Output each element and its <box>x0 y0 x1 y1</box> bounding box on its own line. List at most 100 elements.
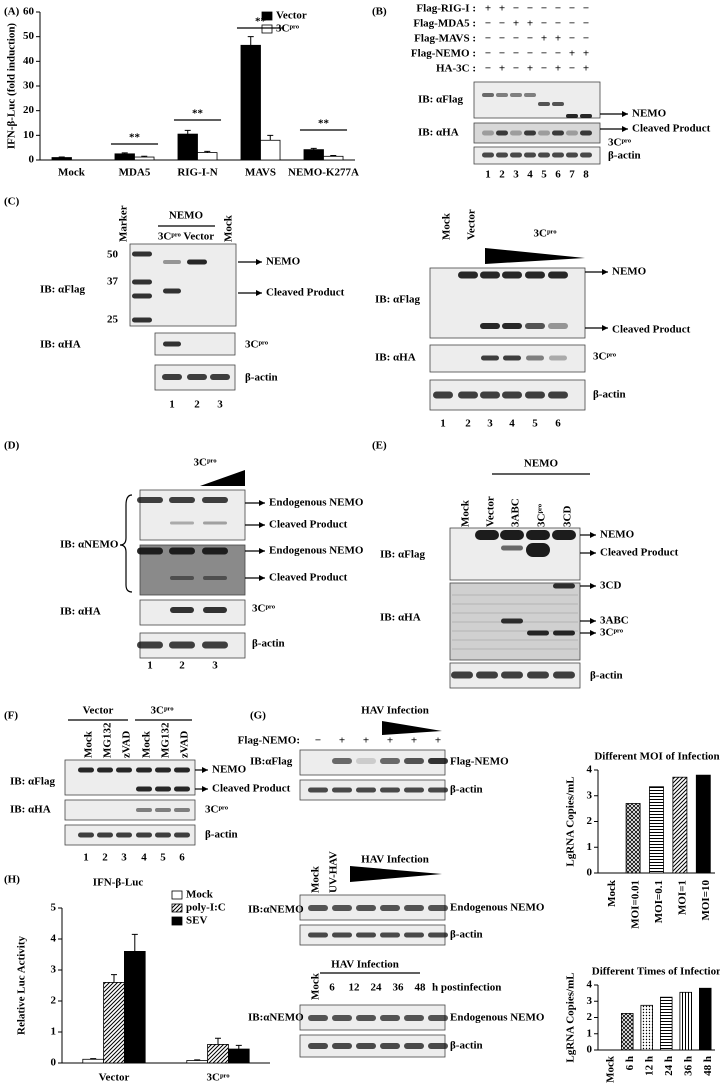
band <box>404 1043 424 1049</box>
panel-label: (B) <box>372 6 387 18</box>
x-tick-label: MOI=10 <box>700 880 712 921</box>
label: + <box>435 735 441 747</box>
label: 3 <box>487 418 493 430</box>
label: NEMO <box>632 108 667 120</box>
band <box>524 130 536 136</box>
label: − <box>583 33 589 45</box>
label: Cleaved Product <box>212 783 291 795</box>
bar <box>51 157 72 161</box>
band <box>202 641 228 649</box>
label: 3ABC <box>510 498 522 527</box>
band <box>404 787 424 793</box>
blot <box>129 243 237 327</box>
bar <box>227 1048 250 1064</box>
band <box>332 905 352 911</box>
band <box>552 152 564 158</box>
y-axis-label: IFN-β-Luc (fold induction) <box>6 23 18 150</box>
x-tick-label: MOI=1 <box>676 880 688 915</box>
x-tick-label: MOI=0.1 <box>653 880 665 923</box>
error-bar <box>184 129 191 135</box>
band <box>548 271 568 279</box>
band <box>202 547 228 555</box>
band <box>510 130 522 136</box>
significance: ** <box>255 16 267 28</box>
band <box>356 758 376 764</box>
x-tick-label: NEMO-K277A <box>288 167 359 179</box>
label: 6 <box>329 982 335 994</box>
label: Endogenous NEMO <box>450 902 545 914</box>
label: 3 <box>121 852 127 864</box>
label: − <box>569 63 575 75</box>
band <box>480 323 500 329</box>
y-tick-label: 60 <box>23 6 35 18</box>
band <box>527 671 549 679</box>
band <box>458 271 478 279</box>
y-tick-label: 30 <box>23 80 35 92</box>
band <box>524 93 536 97</box>
chart-title: Different MOI of Infection <box>594 751 719 763</box>
band <box>163 341 181 347</box>
band <box>356 1043 376 1049</box>
wedge <box>350 866 442 882</box>
arrow-head <box>259 575 265 581</box>
band <box>187 374 207 380</box>
band <box>482 93 494 97</box>
band <box>538 130 550 136</box>
label: − <box>513 63 519 75</box>
label: 3Cᵖʳᵒ <box>151 705 174 717</box>
label: Flag-MAVS : <box>414 33 476 45</box>
error-bar <box>204 150 211 153</box>
band <box>538 152 550 158</box>
legend-swatch <box>171 903 183 913</box>
band <box>380 1015 400 1021</box>
label: HA-3C : <box>436 63 476 75</box>
y-tick-label: 40 <box>23 55 35 67</box>
band <box>482 152 494 158</box>
label: IB: αNEMO <box>60 539 119 551</box>
y-tick-label: 20 <box>23 104 35 116</box>
y-tick-label: 2 <box>587 815 593 827</box>
bar <box>323 155 344 161</box>
label: + <box>485 3 491 15</box>
label: β-actin <box>450 1040 483 1052</box>
band <box>203 607 227 613</box>
label: + <box>569 48 575 60</box>
band <box>428 905 448 911</box>
band <box>548 323 568 329</box>
error-bar <box>330 155 337 157</box>
label: IB: αHA <box>418 127 459 139</box>
label: + <box>527 18 533 30</box>
y-tick-label: 3 <box>51 964 57 976</box>
blot <box>64 759 196 796</box>
x-tick-label: RIG-I-N <box>177 167 217 179</box>
label: + <box>499 63 505 75</box>
wedge <box>200 470 245 486</box>
band <box>210 374 230 380</box>
label: IB: αHA <box>380 612 421 624</box>
arrow-head <box>590 618 596 624</box>
label: IB:αNEMO <box>248 1012 304 1024</box>
band <box>580 114 592 118</box>
band <box>116 832 132 838</box>
label: + <box>555 63 561 75</box>
band <box>136 767 152 773</box>
band <box>501 545 523 551</box>
label: β-actin <box>593 389 626 401</box>
panel-label: (C) <box>4 196 20 208</box>
arrow-head <box>202 786 208 792</box>
band <box>308 1043 328 1049</box>
band <box>482 130 494 136</box>
label: Cleaved Product <box>632 123 711 135</box>
label: h postinfection <box>432 982 501 994</box>
label: + <box>339 735 345 747</box>
label: zVAD <box>121 731 133 758</box>
error-bar <box>111 974 117 983</box>
band <box>380 932 400 938</box>
band <box>203 576 227 580</box>
label: 3Cᵖʳᵒ <box>534 228 557 240</box>
label: + <box>541 33 547 45</box>
band <box>502 391 522 399</box>
band <box>162 374 182 380</box>
label: 3Cᵖʳᵒ <box>194 457 217 469</box>
band <box>552 130 564 136</box>
